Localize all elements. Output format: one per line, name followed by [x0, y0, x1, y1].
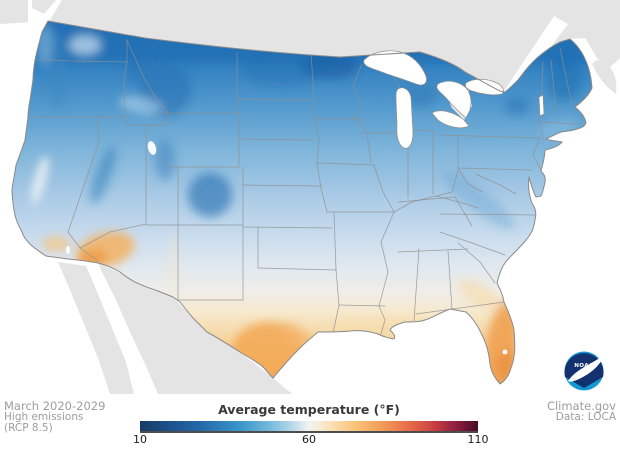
- lake-okeechobee: [502, 349, 508, 355]
- noaa-seagull-icon: [568, 353, 605, 382]
- canada-landmass: [0, 0, 620, 96]
- nova-scotia: [592, 60, 617, 94]
- st-lawrence-river: [502, 16, 568, 96]
- noaa-logo: NOAA: [564, 351, 605, 391]
- strait-of-georgia: [28, 0, 62, 42]
- colorbar-axis: [140, 431, 478, 433]
- data-source-label: Data: LOCA: [555, 411, 616, 423]
- lake-erie: [431, 110, 470, 129]
- colorbar-tick: 60: [302, 433, 316, 446]
- lake-champlain: [538, 94, 545, 117]
- baja-california: [58, 262, 134, 394]
- colorbar-tick: 10: [133, 433, 147, 446]
- site-credit-label: Climate.gov: [546, 399, 616, 413]
- vancouver-island: [32, 0, 56, 14]
- period-label: March 2020-2029: [4, 399, 106, 413]
- colorbar-ticks: 10 60 110: [133, 433, 489, 447]
- state-borders: [29, 39, 579, 335]
- great-lakes: [66, 50, 545, 355]
- mexico-landmass: [58, 262, 292, 394]
- legend-title: Average temperature (°F): [218, 402, 400, 417]
- scenario-detail-label: (RCP 8.5): [4, 422, 53, 434]
- caption-right: Climate.gov Data: LOCA: [547, 400, 616, 423]
- lake-huron: [436, 80, 472, 119]
- colorbar-tick: 110: [467, 433, 489, 446]
- salton-sea: [66, 246, 70, 254]
- lake-michigan: [395, 87, 414, 149]
- lake-ontario: [465, 78, 504, 96]
- scenario-label: High emissions: [4, 411, 84, 423]
- noaa-logo-text: NOAA: [574, 363, 594, 369]
- colorbar-gradient: [140, 421, 478, 431]
- great-salt-lake: [147, 141, 157, 155]
- lake-superior: [363, 50, 427, 86]
- caption-left: March 2020-2029 High emissions (RCP 8.5): [4, 400, 105, 434]
